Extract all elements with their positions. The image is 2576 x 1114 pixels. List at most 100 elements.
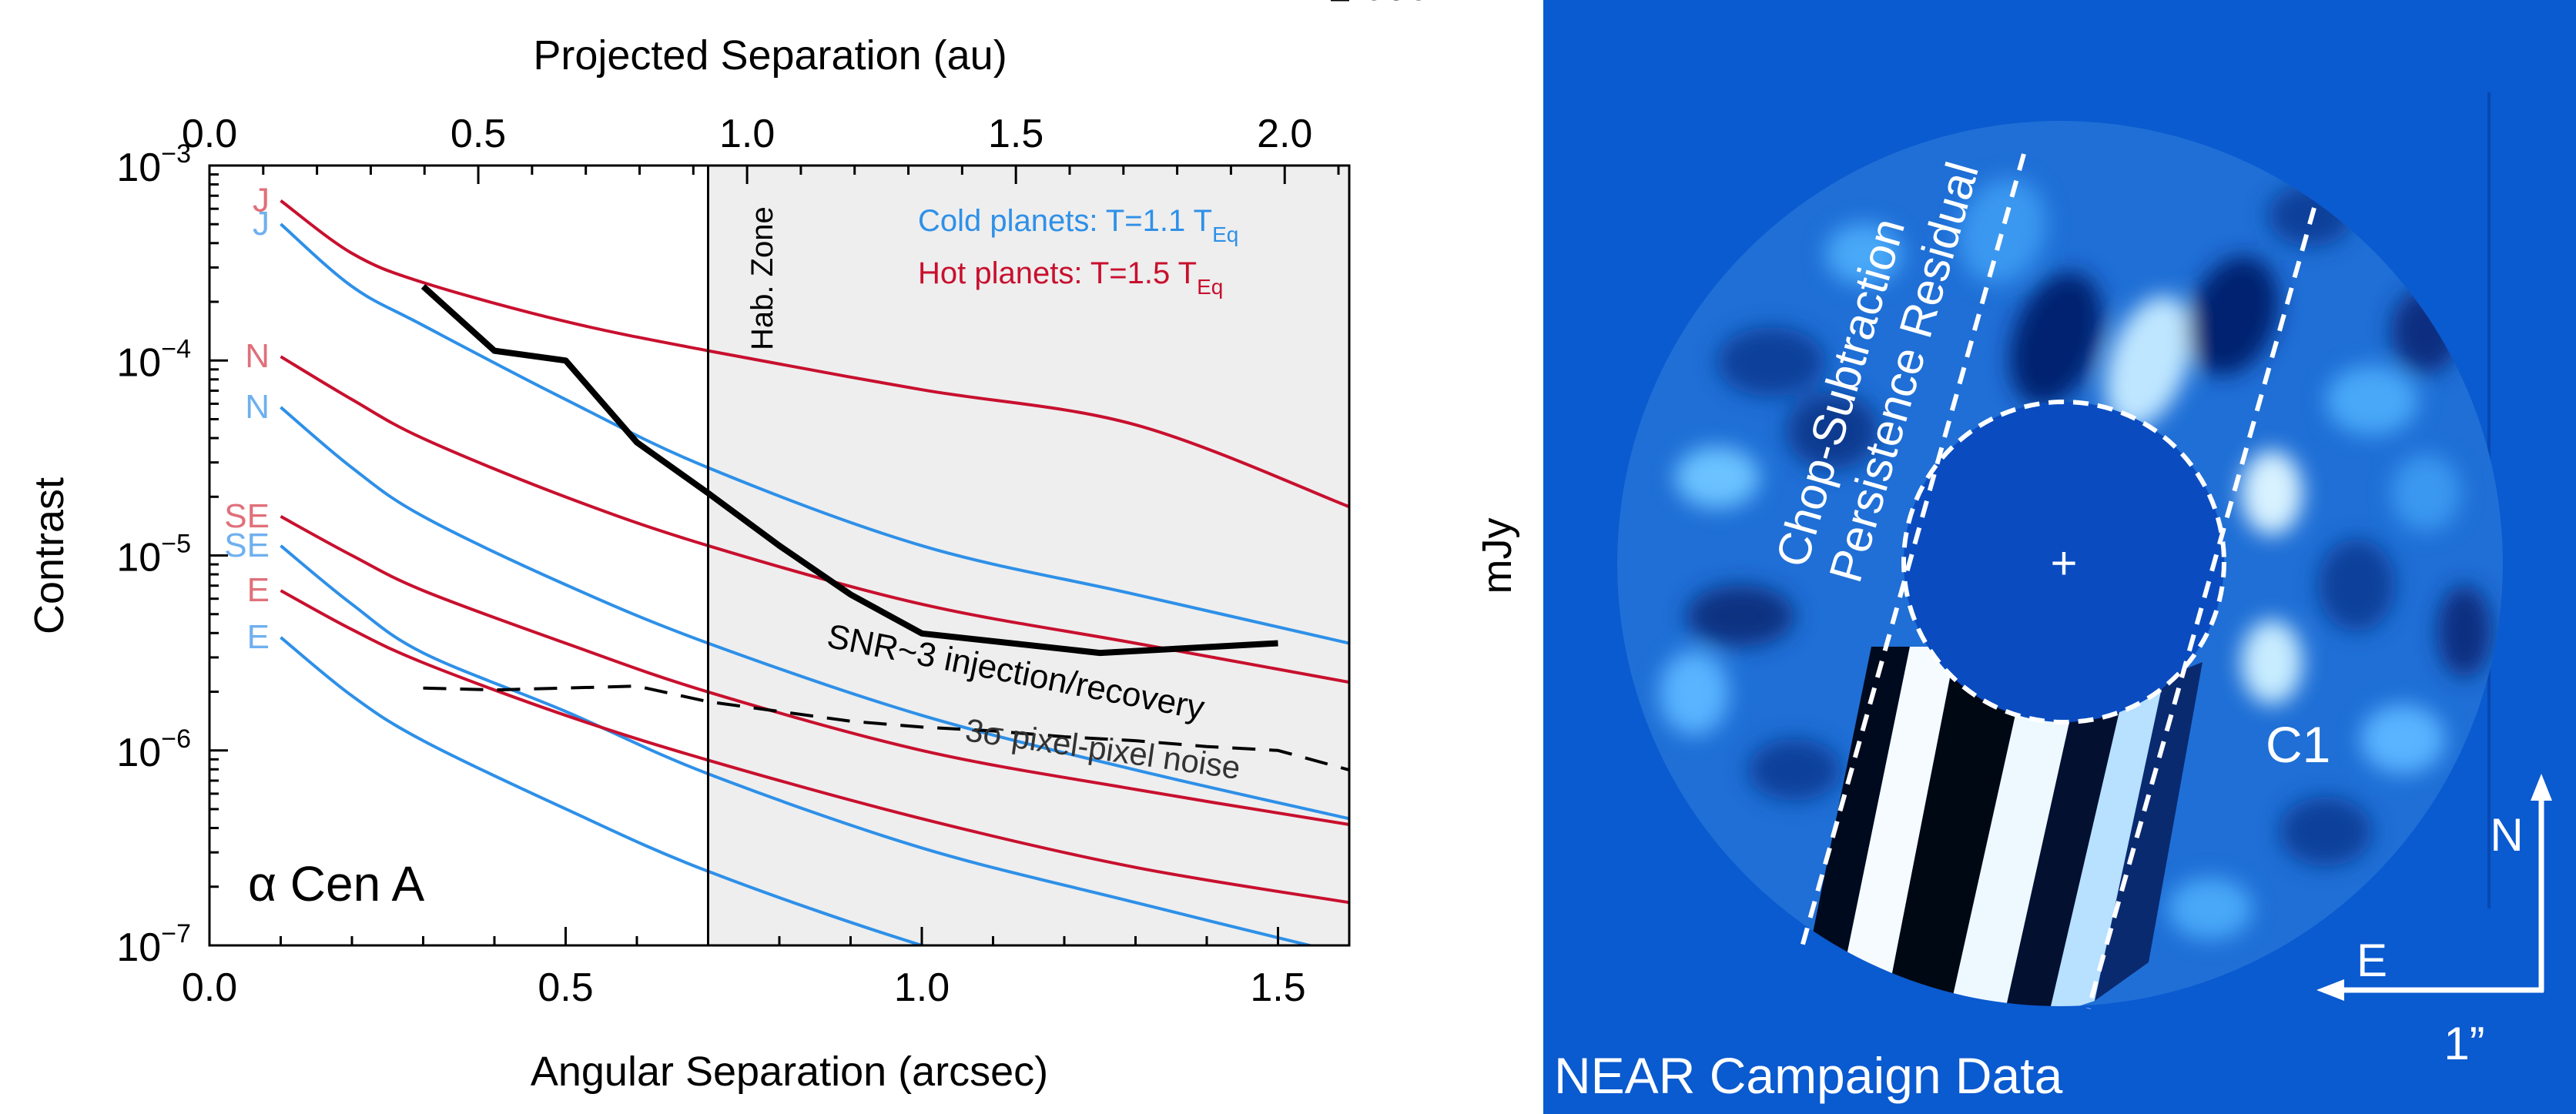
star-position-marker: + [2050,537,2077,589]
east-arrowhead [2316,979,2344,1001]
measured-curves [420,284,1349,772]
model-curve-j-cold [280,222,1349,645]
y-tick-label: 10−7 [116,919,191,970]
speckle [1660,651,1729,735]
legend-hot-text: Hot planets: T=1.5 T [918,256,1197,290]
persistence-dashed-line-right [2086,207,2316,1009]
speckle [2391,454,2460,531]
y-tick-exponent: −5 [161,530,191,559]
y-tick-exponent: −3 [161,139,191,169]
y-tick-exponent: −7 [161,919,191,948]
x2-tick-label: 0.0 [182,112,237,156]
persistence-stripes [1802,647,2202,1006]
legend-cold-text: Cold planets: T=1.1 T [918,204,1212,238]
speckle [1825,223,1902,285]
y2-tick-label: 1 [1363,0,1385,9]
curve-label-j-cold: J [253,205,270,243]
speckle [1675,447,1760,508]
scale-label: 1” [2444,1018,2484,1069]
x2-tick-label: 1.5 [988,112,1043,156]
curve-label-e-cold: E [247,618,270,656]
residual-disk [1617,121,2503,1006]
stripe-dark [2002,677,2125,1006]
north-label: N [2490,809,2523,861]
curve-label-j-hot: J [253,182,270,219]
y-tick-label: 10−6 [116,724,191,775]
curve-label-n-cold: N [245,388,270,426]
x-axis-title: Angular Separation (arcsec) [531,1049,1048,1095]
speckle [1687,585,1794,647]
y-tick-label: 10−4 [116,334,191,385]
speckle [1748,739,1841,801]
speckle [2188,256,2279,376]
curve-label-n-hot: N [245,337,270,375]
legend-hot: Hot planets: T=1.5 TEq [918,256,1223,299]
stripe-dark [1887,647,2025,1006]
speckle [2105,295,2192,429]
speckle [1717,327,1825,396]
legend-cold-subscript: Eq [1212,222,1238,246]
y-tick-base: 10 [116,925,161,970]
y2-tick-label: 0.1 [1363,0,1419,9]
speckle [1787,393,1879,470]
noise-curve [423,684,1349,772]
y-tick-label: 10−3 [116,139,191,190]
east-label: E [2357,935,2387,986]
y-tick-base: 10 [116,146,161,190]
curve-label-se-cold: SE [224,527,270,564]
x-tick-label: 1.0 [894,965,950,1010]
y2-tick-label: 10 [1363,0,1408,9]
stripe-light [1948,670,2079,1006]
speckle [2437,585,2491,677]
x2-axis-title: Projected Separation (au) [533,32,1007,79]
y-tick-exponent: −4 [161,334,191,363]
x-tick-label: 0.5 [538,965,593,1010]
speckle [2280,797,2372,866]
stripe-dark [1802,647,1910,985]
model-curve-n-cold [280,406,1349,821]
curve-label-e-hot: E [247,571,270,609]
habitable-zone-shading [708,166,1349,945]
north-arrowhead [2531,774,2552,801]
speckle [2241,620,2303,704]
stripe-light [2048,677,2164,1006]
speckle [2326,366,2418,435]
y2-tick-label: 100 [1363,0,1430,9]
speckle [2241,450,2303,535]
compass: N E [2316,774,2552,1001]
y-tick-base: 10 [116,340,161,385]
hab-zone-label: Hab. Zone [745,206,779,350]
y-tick-label: 10−5 [116,530,191,580]
inner-dashed-circle [1901,400,2226,724]
inner-occulted-region [1904,402,2224,722]
target-label: α Cen A [248,856,424,912]
stripe-dark [2095,662,2202,1001]
speckle [2168,878,2253,939]
y-tick-exponent: −6 [161,724,191,754]
axis-ticks: 0.0 0.5 1.0 1.50.0 0.5 1.0 1.5 2.010−310−410−51… [116,0,1430,1010]
near-image-panel: + Chop-Subtraction Persistence Residual … [1543,0,2576,1114]
stripe-light [1841,647,1956,1001]
y-axis-title: Contrast [26,477,72,634]
y-tick-base: 10 [116,536,161,580]
speckle [1958,178,2046,284]
x2-tick-label: 0.5 [451,112,506,156]
contrast-chart: 0.0 0.5 1.0 1.50.0 0.5 1.0 1.5 2.010−310−410−51… [26,0,1520,1095]
speckle [2360,704,2445,774]
injection-recovery-curve [420,284,1278,657]
x2-tick-label: 2.0 [1257,112,1312,156]
curve-label-se-hot: SE [224,497,270,535]
legend-cold: Cold planets: T=1.1 TEq [918,204,1238,246]
image-title: NEAR Campaign Data [1554,1047,2063,1104]
candidate-label: C1 [2266,716,2330,773]
legend-hot-subscript: Eq [1197,275,1223,299]
speckle [2318,539,2395,631]
x-tick-label: 0.0 [182,965,237,1010]
x-tick-label: 1.5 [1250,965,1305,1010]
y-tick-base: 10 [116,731,161,775]
y2-axis-title: mJy [1474,518,1520,594]
x2-tick-label: 1.0 [719,112,775,156]
speckle-noise [1660,178,2491,939]
speckle [2009,272,2103,406]
